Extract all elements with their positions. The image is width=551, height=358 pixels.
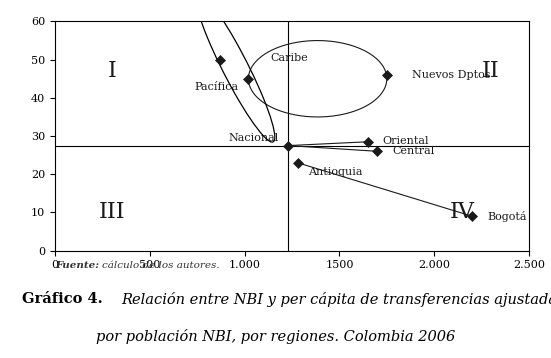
Text: Nuevos Dptos: Nuevos Dptos [412, 70, 490, 80]
Text: por población NBI, por regiones. Colombia 2006: por población NBI, por regiones. Colombi… [96, 329, 455, 344]
Text: I: I [107, 60, 116, 82]
Text: IV: IV [450, 202, 475, 223]
Text: Fuente:: Fuente: [55, 261, 103, 270]
Text: Relación entre NBI y per cápita de transferencias ajustadas: Relación entre NBI y per cápita de trans… [121, 292, 551, 307]
Text: Nacional: Nacional [228, 132, 278, 142]
Text: Central: Central [392, 146, 435, 156]
Text: II: II [482, 60, 500, 82]
Text: Gráfico 4.: Gráfico 4. [22, 292, 108, 306]
Text: Bogotá: Bogotá [487, 211, 527, 222]
Text: III: III [99, 202, 125, 223]
Text: Antioquia: Antioquia [307, 167, 362, 177]
Text: cálculo de los autores.: cálculo de los autores. [102, 261, 219, 270]
Text: Pacífica: Pacífica [195, 82, 239, 92]
Text: Caribe: Caribe [270, 53, 308, 63]
Text: Oriental: Oriental [383, 136, 429, 146]
